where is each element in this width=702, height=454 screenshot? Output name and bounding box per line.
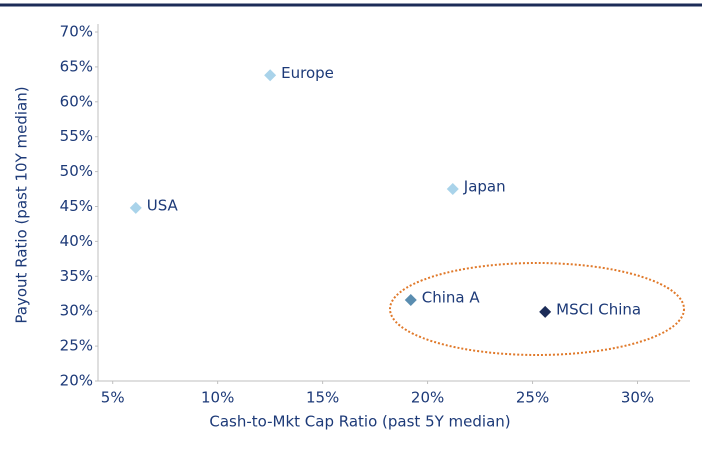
x-axis-label: Cash-to-Mkt Cap Ratio (past 5Y median) [209, 413, 510, 431]
y-tick-label: 35% [60, 267, 93, 285]
point [129, 201, 142, 214]
point-label: Japan [463, 178, 506, 196]
y-tick-label: 20% [60, 372, 93, 390]
point [264, 69, 277, 82]
point [539, 305, 552, 318]
x-tick-label: 15% [306, 389, 339, 407]
y-tick-label: 25% [60, 337, 93, 355]
y-tick-label: 60% [60, 92, 93, 110]
y-axis-label: Payout Ratio (past 10Y median) [13, 86, 31, 323]
point [446, 183, 459, 196]
x-tick-label: 20% [411, 389, 444, 407]
y-tick-label: 70% [60, 23, 93, 41]
y-tick-label: 40% [60, 232, 93, 250]
point-label: China A [422, 289, 481, 307]
point-label: MSCI China [556, 300, 641, 318]
point [404, 294, 417, 307]
y-tick-label: 50% [60, 162, 93, 180]
y-tick-label: 55% [60, 127, 93, 145]
highlight-ellipse [389, 262, 685, 356]
y-tick-label: 45% [60, 197, 93, 215]
x-tick-label: 30% [621, 389, 654, 407]
point-label: Europe [281, 64, 334, 82]
y-tick-label: 65% [60, 57, 93, 75]
x-tick-label: 5% [101, 389, 125, 407]
x-tick-label: 10% [201, 389, 234, 407]
y-tick-label: 30% [60, 302, 93, 320]
point-label: USA [147, 196, 179, 214]
x-tick-label: 25% [516, 389, 549, 407]
